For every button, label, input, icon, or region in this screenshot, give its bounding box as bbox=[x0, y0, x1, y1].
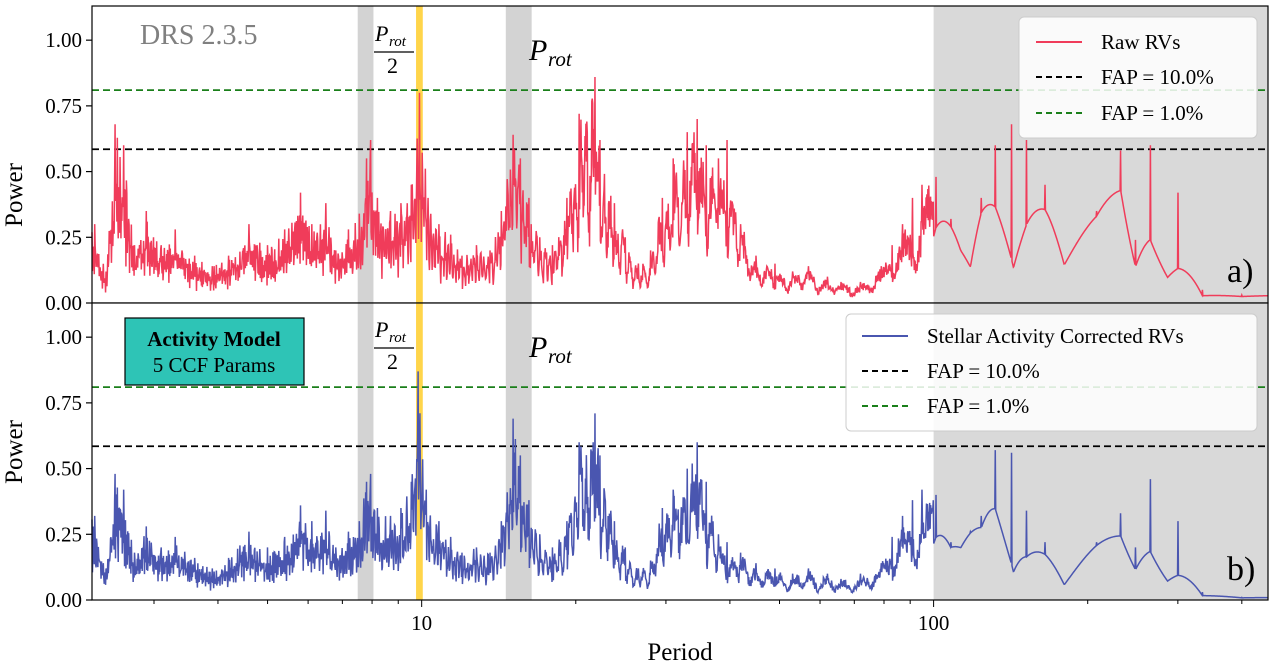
panel-a-prot-half-den: 2 bbox=[387, 53, 398, 78]
x-tick-label-0: 10 bbox=[411, 611, 432, 635]
panel-b-prot-half-sub: rot bbox=[389, 330, 407, 346]
panel-a-prot-label: P rot bbox=[528, 34, 573, 71]
panel-a-prot-half-sub: rot bbox=[389, 34, 407, 50]
panel-b-series-line bbox=[91, 371, 1269, 599]
panel-b-prot-half-den: 2 bbox=[387, 349, 398, 374]
panel-a-region-1 bbox=[505, 6, 532, 303]
panel-a-legend-entry-raw: Raw RVs bbox=[1101, 30, 1180, 54]
panel-a-prot-p: P bbox=[528, 34, 547, 67]
panel-b-y-tick-label-4: 1.00 bbox=[45, 325, 82, 349]
panel-a-y-tick-label-0: 0.00 bbox=[45, 291, 82, 315]
activity-model-subtitle: 5 CCF Params bbox=[153, 353, 276, 377]
panel-b-label: b) bbox=[1227, 551, 1255, 588]
panel-b-frame bbox=[91, 302, 1269, 601]
panel-a-y-ticks: 0.00 0.25 0.50 0.75 1.00 bbox=[45, 28, 92, 315]
x-tick-label-1: 100 bbox=[918, 611, 950, 635]
panel-a-y-axis-label: Power bbox=[1, 162, 28, 227]
panel-a-legend: Raw RVs FAP = 10.0% FAP = 1.0% bbox=[1018, 16, 1258, 139]
panel-b-y-tick-label-3: 0.75 bbox=[45, 391, 82, 415]
activity-model-box: Activity Model 5 CCF Params bbox=[124, 317, 305, 386]
panel-a-legend-entry-fap1: FAP = 1.0% bbox=[1101, 101, 1203, 125]
panel-a-prot-half-label: P rot 2 bbox=[374, 21, 414, 78]
activity-model-box-background bbox=[124, 317, 305, 386]
panel-a-title-annotation: DRS 2.3.5 bbox=[140, 20, 257, 51]
panel-b-prot-half-p: P bbox=[374, 317, 388, 342]
panel-a-y-tick-label-1: 0.25 bbox=[45, 225, 82, 249]
panel-b-x-ticks: 10 100 bbox=[153, 600, 1243, 635]
x-axis-label: Period bbox=[647, 639, 713, 664]
panel-b-y-tick-label-2: 0.50 bbox=[45, 457, 82, 481]
panel-a-series-line bbox=[91, 76, 1269, 298]
panel-a-y-tick-label-2: 0.50 bbox=[45, 160, 82, 184]
panel-a-label: a) bbox=[1227, 253, 1253, 290]
panel-b-y-tick-label-1: 0.25 bbox=[45, 522, 82, 546]
panel-b-legend-box bbox=[845, 313, 1258, 432]
panel-b-legend-entry-corrected: Stellar Activity Corrected RVs bbox=[927, 324, 1184, 348]
panel-a-legend-box bbox=[1018, 16, 1258, 139]
panel-b-y-ticks: 0.00 0.25 0.50 0.75 1.00 bbox=[45, 325, 92, 612]
panel-b-y-axis-label: Power bbox=[1, 419, 28, 484]
panel-a-prot-sub: rot bbox=[548, 47, 573, 71]
panel-b-legend-entry-fap1: FAP = 1.0% bbox=[927, 394, 1029, 418]
panel-b-legend: Stellar Activity Corrected RVs FAP = 10.… bbox=[845, 313, 1258, 432]
panel-b-prot-sub: rot bbox=[548, 344, 573, 368]
panel-b-legend-entry-fap10: FAP = 10.0% bbox=[927, 359, 1040, 383]
panel-a-y-tick-label-3: 0.75 bbox=[45, 94, 82, 118]
panel-b: 0.00 0.25 0.50 0.75 1.00 10 100 Activity Mode… bbox=[1, 302, 1269, 635]
activity-model-title: Activity Model bbox=[147, 327, 281, 351]
panel-b-y-tick-label-0: 0.00 bbox=[45, 588, 82, 612]
panel-b-region-1 bbox=[505, 303, 532, 600]
panel-a-legend-entry-fap10: FAP = 10.0% bbox=[1101, 65, 1214, 89]
panel-b-prot-label: P rot bbox=[528, 331, 573, 368]
panel-b-prot-half-label: P rot 2 bbox=[374, 317, 414, 374]
panel-a: 0.00 0.25 0.50 0.75 1.00 DRS 2.3.5 P rot 2 P… bbox=[1, 5, 1269, 315]
panel-b-prot-p: P bbox=[528, 331, 547, 364]
panel-a-prot-half-p: P bbox=[374, 21, 388, 46]
panel-a-y-tick-label-4: 1.00 bbox=[45, 28, 82, 52]
